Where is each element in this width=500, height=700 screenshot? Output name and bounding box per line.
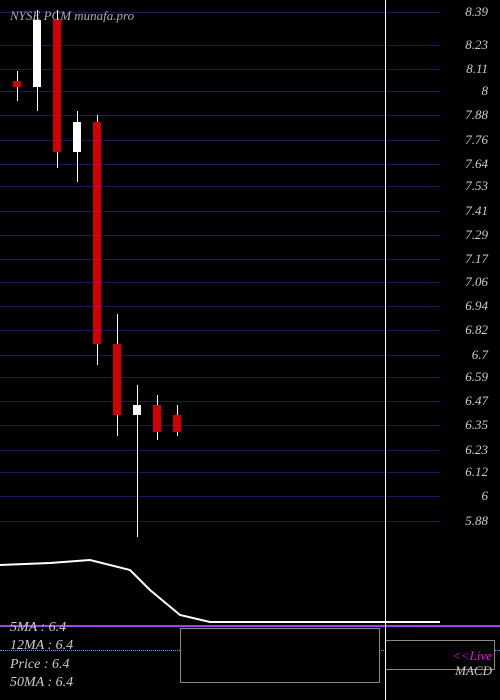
gridline (0, 306, 440, 307)
stat-row: Price : 6.4 (10, 656, 73, 674)
gridline (0, 164, 440, 165)
gridline (0, 91, 440, 92)
gridline (0, 521, 440, 522)
y-tick-label: 6.35 (465, 417, 488, 433)
gridline (0, 377, 440, 378)
candle-body (53, 20, 61, 152)
stat-row: 50MA : 6.4 (10, 674, 73, 692)
gridline (0, 140, 440, 141)
gridline (0, 401, 440, 402)
y-tick-label: 7.76 (465, 132, 488, 148)
candle-body (133, 405, 141, 415)
gridline (0, 450, 440, 451)
y-tick-label: 5.88 (465, 513, 488, 529)
y-tick-label: 7.53 (465, 178, 488, 194)
gridline (0, 115, 440, 116)
y-tick-label: 7.88 (465, 107, 488, 123)
gridline (0, 496, 440, 497)
macd-label: MACD (455, 663, 492, 679)
gridline (0, 472, 440, 473)
y-tick-label: 7.29 (465, 227, 488, 243)
gridline (0, 330, 440, 331)
y-tick-label: 8.23 (465, 37, 488, 53)
gridline (0, 186, 440, 187)
indicator-purple-line (0, 625, 500, 627)
cursor-line (385, 0, 386, 700)
gridline (0, 69, 440, 70)
candle-body (173, 415, 181, 431)
y-tick-label: 7.41 (465, 203, 488, 219)
gridline (0, 355, 440, 356)
y-tick-label: 7.64 (465, 156, 488, 172)
price-panel (0, 0, 440, 545)
y-tick-label: 8.39 (465, 4, 488, 20)
chart-container: NYSE PCM munafa.pro 8.39 8.23 8.11 8 7.88 7.7… (0, 0, 500, 700)
y-tick-label: 6.94 (465, 298, 488, 314)
stats-panel: 5MA : 6.412MA : 6.4Price : 6.450MA : 6.4 (10, 619, 73, 692)
y-tick-label: 6.23 (465, 442, 488, 458)
candle-body (93, 122, 101, 345)
y-tick-label: 7.06 (465, 274, 488, 290)
gridline (0, 282, 440, 283)
candle-body (153, 405, 161, 431)
y-tick-label: 8 (482, 83, 489, 99)
y-tick-label: 6.59 (465, 369, 488, 385)
candle (150, 395, 164, 440)
y-tick-label: 8.11 (466, 61, 488, 77)
gridline (0, 211, 440, 212)
y-tick-label: 6.82 (465, 322, 488, 338)
candle-body (73, 122, 81, 152)
y-tick-label: 6.7 (472, 347, 488, 363)
candle (130, 385, 144, 537)
y-axis: 8.39 8.23 8.11 8 7.88 7.76 7.64 7.53 7.41 7.29 7.1… (445, 0, 500, 545)
candle (90, 115, 104, 364)
live-label: <<Live (452, 648, 492, 664)
candle (50, 10, 64, 168)
indicator-box-1 (180, 628, 380, 683)
stat-row: 12MA : 6.4 (10, 637, 73, 655)
y-tick-label: 6.47 (465, 393, 488, 409)
gridline (0, 235, 440, 236)
gridline (0, 259, 440, 260)
stat-row: 5MA : 6.4 (10, 619, 73, 637)
candle (110, 314, 124, 436)
gridline (0, 425, 440, 426)
chart-title: NYSE PCM munafa.pro (10, 8, 134, 24)
candle-body (13, 81, 21, 87)
candle-body (33, 20, 41, 87)
candle (30, 10, 44, 111)
candle (10, 71, 24, 101)
candle (170, 405, 184, 435)
candle (70, 111, 84, 182)
y-tick-label: 7.17 (465, 251, 488, 267)
y-tick-label: 6 (482, 488, 489, 504)
candle-body (113, 344, 121, 415)
gridline (0, 45, 440, 46)
y-tick-label: 6.12 (465, 464, 488, 480)
